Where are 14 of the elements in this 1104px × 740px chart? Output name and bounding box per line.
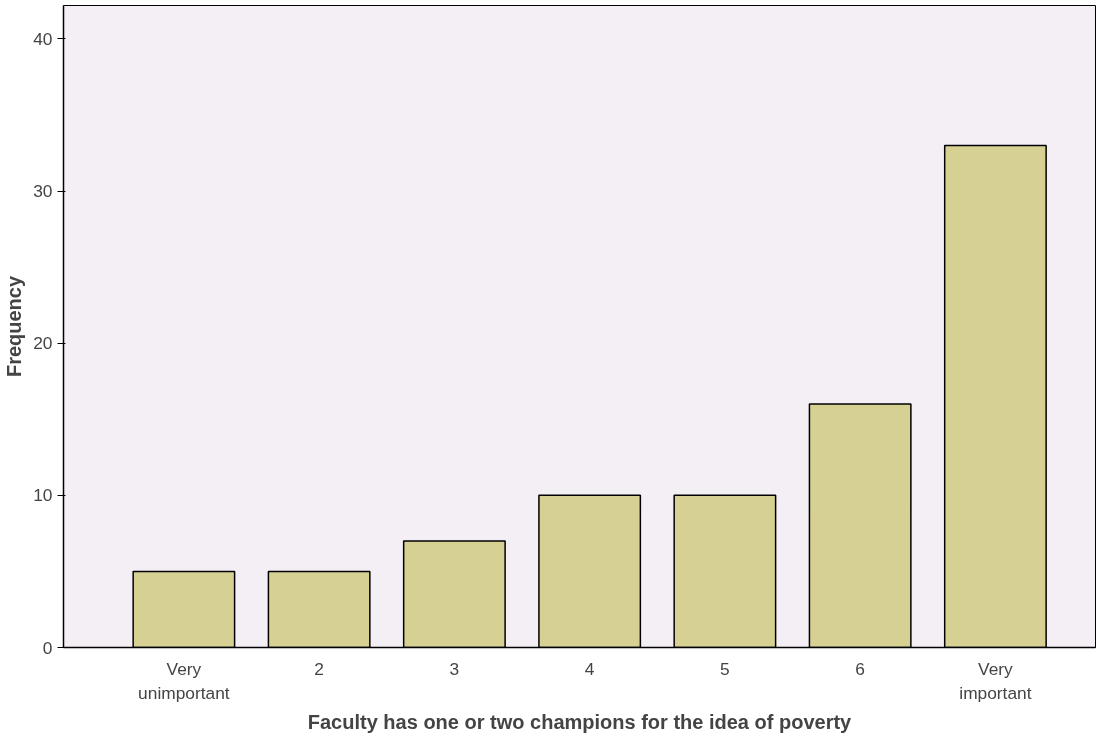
x-tick-label: 2	[314, 658, 324, 679]
y-tick-label: 20	[33, 333, 53, 354]
y-tick-label: 10	[33, 485, 53, 506]
y-axis-title: Frequency	[3, 275, 26, 378]
x-tick-label: 3	[449, 658, 460, 679]
x-tick-label: 4	[584, 658, 595, 679]
x-tick-label: 5	[720, 658, 730, 679]
x-axis-title: Faculty has one or two champions for the idea of poverty	[307, 710, 853, 733]
x-tick-label: Very important	[959, 658, 1032, 703]
y-tick-label: 40	[33, 28, 53, 49]
y-tick-label: 0	[42, 637, 53, 658]
x-tick-label: 6	[855, 658, 865, 679]
x-tick-label: Very unimportant	[138, 658, 230, 703]
y-tick-label: 30	[33, 181, 53, 202]
